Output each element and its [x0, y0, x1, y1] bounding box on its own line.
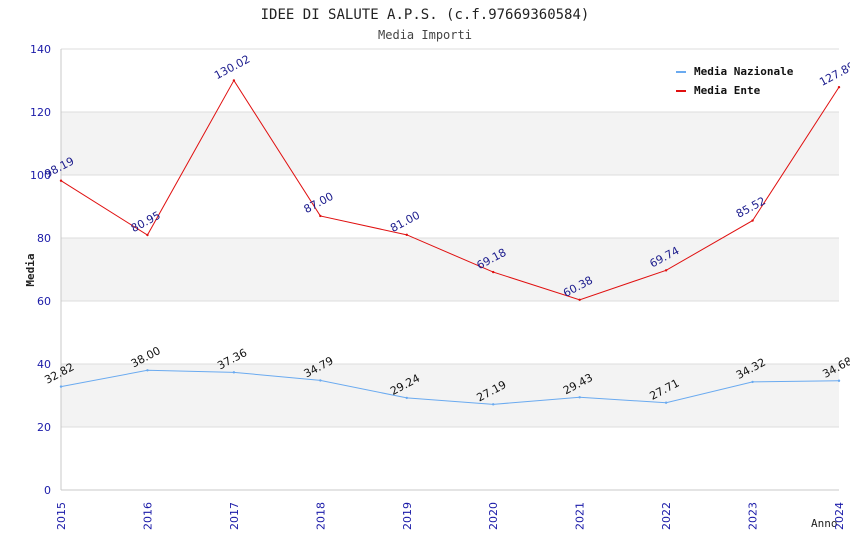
- data-point: [405, 233, 408, 237]
- x-tick-label: 2017: [228, 502, 241, 530]
- x-tick-label: 2015: [55, 502, 68, 530]
- series-line: [60, 79, 840, 301]
- plot-band: [61, 175, 839, 238]
- data-point: [146, 369, 149, 372]
- y-tick-label: 80: [37, 232, 51, 245]
- chart-subtitle: Media Importi: [378, 28, 472, 42]
- x-axis-label: Anno: [811, 517, 838, 530]
- plot-band: [61, 49, 839, 112]
- plot-band: [61, 427, 839, 490]
- data-point: [751, 219, 754, 222]
- y-tick-label: 0: [44, 484, 51, 497]
- legend-label: Media Nazionale: [694, 65, 794, 78]
- x-tick-label: 2016: [141, 502, 154, 530]
- data-point: [664, 401, 668, 404]
- y-tick-label: 40: [37, 358, 51, 371]
- x-tick-label: 2018: [314, 502, 327, 530]
- data-point: [492, 403, 495, 406]
- y-axis-label: Media: [24, 253, 37, 286]
- x-tick-label: 2020: [487, 502, 500, 530]
- data-point: [405, 396, 408, 400]
- series-line: [60, 369, 840, 405]
- data-point: [146, 233, 149, 237]
- plot-band: [61, 301, 839, 364]
- data-point: [664, 269, 668, 272]
- y-tick-label: 140: [30, 43, 51, 56]
- legend: Media Nazionale Media Ente: [676, 65, 794, 97]
- plot-band: [61, 238, 839, 301]
- data-point: [837, 85, 841, 89]
- data-point: [319, 214, 322, 218]
- x-tick-label: 2021: [574, 502, 587, 530]
- x-tick-label: 2022: [660, 502, 673, 530]
- data-point: [59, 385, 63, 388]
- data-point: [492, 270, 495, 274]
- y-tick-label: 100: [30, 169, 51, 182]
- x-tick-label: 2019: [401, 502, 414, 530]
- plot-band: [61, 364, 839, 427]
- axes: [60, 49, 839, 491]
- data-point: [751, 380, 754, 384]
- y-tick-label: 120: [30, 106, 51, 119]
- y-tick-label: 20: [37, 421, 51, 434]
- data-point: [837, 379, 841, 382]
- data-point: [319, 379, 322, 382]
- data-point: [232, 371, 236, 374]
- x-tick-label: 2023: [747, 502, 760, 530]
- y-tick-label: 60: [37, 295, 51, 308]
- data-point: [232, 79, 236, 82]
- x-tick-labels: 2015 2016 2017 2018 2019 2020 2021 2022 2023 2024: [55, 502, 846, 530]
- y-tick-labels: 0 20 40 60 80 100 120 140: [30, 43, 51, 497]
- chart-title: IDEE DI SALUTE A.P.S. (c.f.97669360584): [261, 7, 590, 23]
- data-point: [578, 298, 581, 302]
- x-tick-label: 2024: [833, 502, 846, 530]
- data-point: [578, 396, 581, 399]
- plot-bands: [61, 48, 839, 491]
- data-point: [59, 179, 63, 182]
- legend-label: Media Ente: [694, 84, 761, 97]
- plot-band: [61, 112, 839, 175]
